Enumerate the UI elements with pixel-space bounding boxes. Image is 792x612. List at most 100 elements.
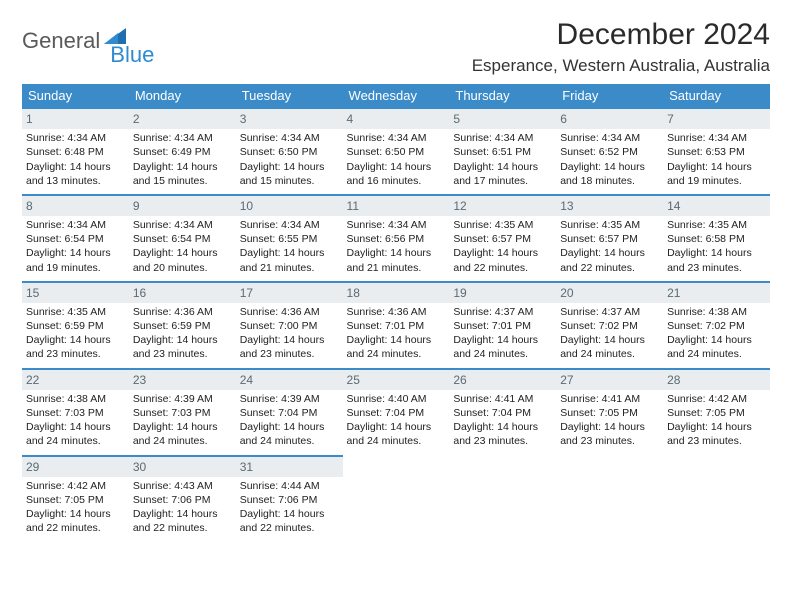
calendar-week-row: 22Sunrise: 4:38 AMSunset: 7:03 PMDayligh… xyxy=(22,369,770,456)
day-number: 27 xyxy=(556,370,663,390)
calendar-day-cell: 26Sunrise: 4:41 AMSunset: 7:04 PMDayligh… xyxy=(449,369,556,456)
calendar-day-cell: 10Sunrise: 4:34 AMSunset: 6:55 PMDayligh… xyxy=(236,195,343,282)
day-info-line: Sunset: 7:06 PM xyxy=(240,493,339,507)
day-info-line: Daylight: 14 hours xyxy=(667,420,766,434)
day-info-line: and 17 minutes. xyxy=(453,174,552,188)
day-info-line: Sunset: 7:04 PM xyxy=(453,406,552,420)
day-number: 31 xyxy=(236,457,343,477)
day-info-line: Sunset: 6:55 PM xyxy=(240,232,339,246)
day-info-line: Sunset: 7:03 PM xyxy=(26,406,125,420)
day-info-line: Sunset: 6:49 PM xyxy=(133,145,232,159)
day-info-line: Daylight: 14 hours xyxy=(560,420,659,434)
day-number: 19 xyxy=(449,283,556,303)
day-info-line: Daylight: 14 hours xyxy=(453,246,552,260)
day-number: 10 xyxy=(236,196,343,216)
day-info-line: Daylight: 14 hours xyxy=(26,160,125,174)
day-info-line: Sunset: 7:01 PM xyxy=(453,319,552,333)
weekday-header: Saturday xyxy=(663,84,770,108)
calendar-day-cell: 21Sunrise: 4:38 AMSunset: 7:02 PMDayligh… xyxy=(663,282,770,369)
day-number: 16 xyxy=(129,283,236,303)
calendar-day-cell: 24Sunrise: 4:39 AMSunset: 7:04 PMDayligh… xyxy=(236,369,343,456)
day-info-line: Sunrise: 4:34 AM xyxy=(667,131,766,145)
weekday-header: Monday xyxy=(129,84,236,108)
day-info-line: and 22 minutes. xyxy=(560,261,659,275)
calendar-day-cell: 30Sunrise: 4:43 AMSunset: 7:06 PMDayligh… xyxy=(129,456,236,542)
calendar-week-row: 1Sunrise: 4:34 AMSunset: 6:48 PMDaylight… xyxy=(22,108,770,195)
day-number: 3 xyxy=(236,109,343,129)
calendar-week-row: 8Sunrise: 4:34 AMSunset: 6:54 PMDaylight… xyxy=(22,195,770,282)
day-number: 18 xyxy=(343,283,450,303)
day-info-line: Sunset: 7:02 PM xyxy=(560,319,659,333)
day-info-line: Sunrise: 4:36 AM xyxy=(133,305,232,319)
calendar-day-cell: 25Sunrise: 4:40 AMSunset: 7:04 PMDayligh… xyxy=(343,369,450,456)
day-number: 28 xyxy=(663,370,770,390)
day-info-line: Daylight: 14 hours xyxy=(133,420,232,434)
day-number: 14 xyxy=(663,196,770,216)
day-info-line: Daylight: 14 hours xyxy=(347,333,446,347)
month-title: December 2024 xyxy=(472,18,770,52)
day-info-line: and 15 minutes. xyxy=(240,174,339,188)
day-info-line: Sunrise: 4:41 AM xyxy=(560,392,659,406)
day-number: 20 xyxy=(556,283,663,303)
day-info-line: Daylight: 14 hours xyxy=(667,160,766,174)
day-info-line: and 18 minutes. xyxy=(560,174,659,188)
day-info-line: Sunrise: 4:35 AM xyxy=(667,218,766,232)
brand-blue: Blue xyxy=(110,42,154,68)
day-number: 24 xyxy=(236,370,343,390)
day-number: 17 xyxy=(236,283,343,303)
calendar-day-cell xyxy=(556,456,663,542)
day-info-line: Sunset: 6:59 PM xyxy=(133,319,232,333)
day-info-line: Daylight: 14 hours xyxy=(667,333,766,347)
day-info-line: Daylight: 14 hours xyxy=(667,246,766,260)
calendar-day-cell: 8Sunrise: 4:34 AMSunset: 6:54 PMDaylight… xyxy=(22,195,129,282)
calendar-day-cell: 22Sunrise: 4:38 AMSunset: 7:03 PMDayligh… xyxy=(22,369,129,456)
calendar-day-cell: 19Sunrise: 4:37 AMSunset: 7:01 PMDayligh… xyxy=(449,282,556,369)
day-number: 21 xyxy=(663,283,770,303)
calendar-week-row: 29Sunrise: 4:42 AMSunset: 7:05 PMDayligh… xyxy=(22,456,770,542)
weekday-header: Tuesday xyxy=(236,84,343,108)
day-info-line: Sunset: 6:48 PM xyxy=(26,145,125,159)
day-info-line: Sunset: 7:05 PM xyxy=(560,406,659,420)
day-info-line: and 23 minutes. xyxy=(667,434,766,448)
calendar-day-cell: 13Sunrise: 4:35 AMSunset: 6:57 PMDayligh… xyxy=(556,195,663,282)
day-info-line: Daylight: 14 hours xyxy=(133,507,232,521)
day-info-line: Sunset: 7:06 PM xyxy=(133,493,232,507)
day-info-line: Daylight: 14 hours xyxy=(240,333,339,347)
calendar-day-cell: 16Sunrise: 4:36 AMSunset: 6:59 PMDayligh… xyxy=(129,282,236,369)
day-info-line: Sunset: 6:50 PM xyxy=(347,145,446,159)
day-info-line: Sunrise: 4:37 AM xyxy=(560,305,659,319)
day-info-line: and 24 minutes. xyxy=(560,347,659,361)
day-info-line: Sunset: 6:51 PM xyxy=(453,145,552,159)
day-info-line: Sunrise: 4:34 AM xyxy=(560,131,659,145)
calendar-day-cell xyxy=(343,456,450,542)
day-info-line: Sunset: 7:02 PM xyxy=(667,319,766,333)
day-info-line: Sunrise: 4:35 AM xyxy=(26,305,125,319)
day-info-line: Sunrise: 4:42 AM xyxy=(667,392,766,406)
day-info-line: Daylight: 14 hours xyxy=(453,160,552,174)
day-info-line: Sunset: 7:00 PM xyxy=(240,319,339,333)
calendar-day-cell: 20Sunrise: 4:37 AMSunset: 7:02 PMDayligh… xyxy=(556,282,663,369)
calendar-day-cell: 6Sunrise: 4:34 AMSunset: 6:52 PMDaylight… xyxy=(556,108,663,195)
day-info-line: Sunset: 6:54 PM xyxy=(133,232,232,246)
day-info-line: Sunset: 7:05 PM xyxy=(667,406,766,420)
day-info-line: Sunrise: 4:34 AM xyxy=(26,131,125,145)
day-info-line: Daylight: 14 hours xyxy=(347,160,446,174)
day-info-line: Sunrise: 4:44 AM xyxy=(240,479,339,493)
day-info-line: Sunrise: 4:34 AM xyxy=(347,131,446,145)
day-info-line: Sunset: 6:58 PM xyxy=(667,232,766,246)
day-info-line: and 22 minutes. xyxy=(240,521,339,535)
weekday-header: Sunday xyxy=(22,84,129,108)
day-number: 11 xyxy=(343,196,450,216)
day-info-line: and 23 minutes. xyxy=(453,434,552,448)
calendar-day-cell: 29Sunrise: 4:42 AMSunset: 7:05 PMDayligh… xyxy=(22,456,129,542)
weekday-header: Wednesday xyxy=(343,84,450,108)
day-number: 26 xyxy=(449,370,556,390)
day-info-line: Sunrise: 4:39 AM xyxy=(133,392,232,406)
day-info-line: Sunset: 7:04 PM xyxy=(347,406,446,420)
day-info-line: and 19 minutes. xyxy=(667,174,766,188)
brand-general: General xyxy=(22,28,100,54)
day-number: 1 xyxy=(22,109,129,129)
day-info-line: Daylight: 14 hours xyxy=(560,160,659,174)
day-number: 5 xyxy=(449,109,556,129)
day-info-line: Daylight: 14 hours xyxy=(240,160,339,174)
